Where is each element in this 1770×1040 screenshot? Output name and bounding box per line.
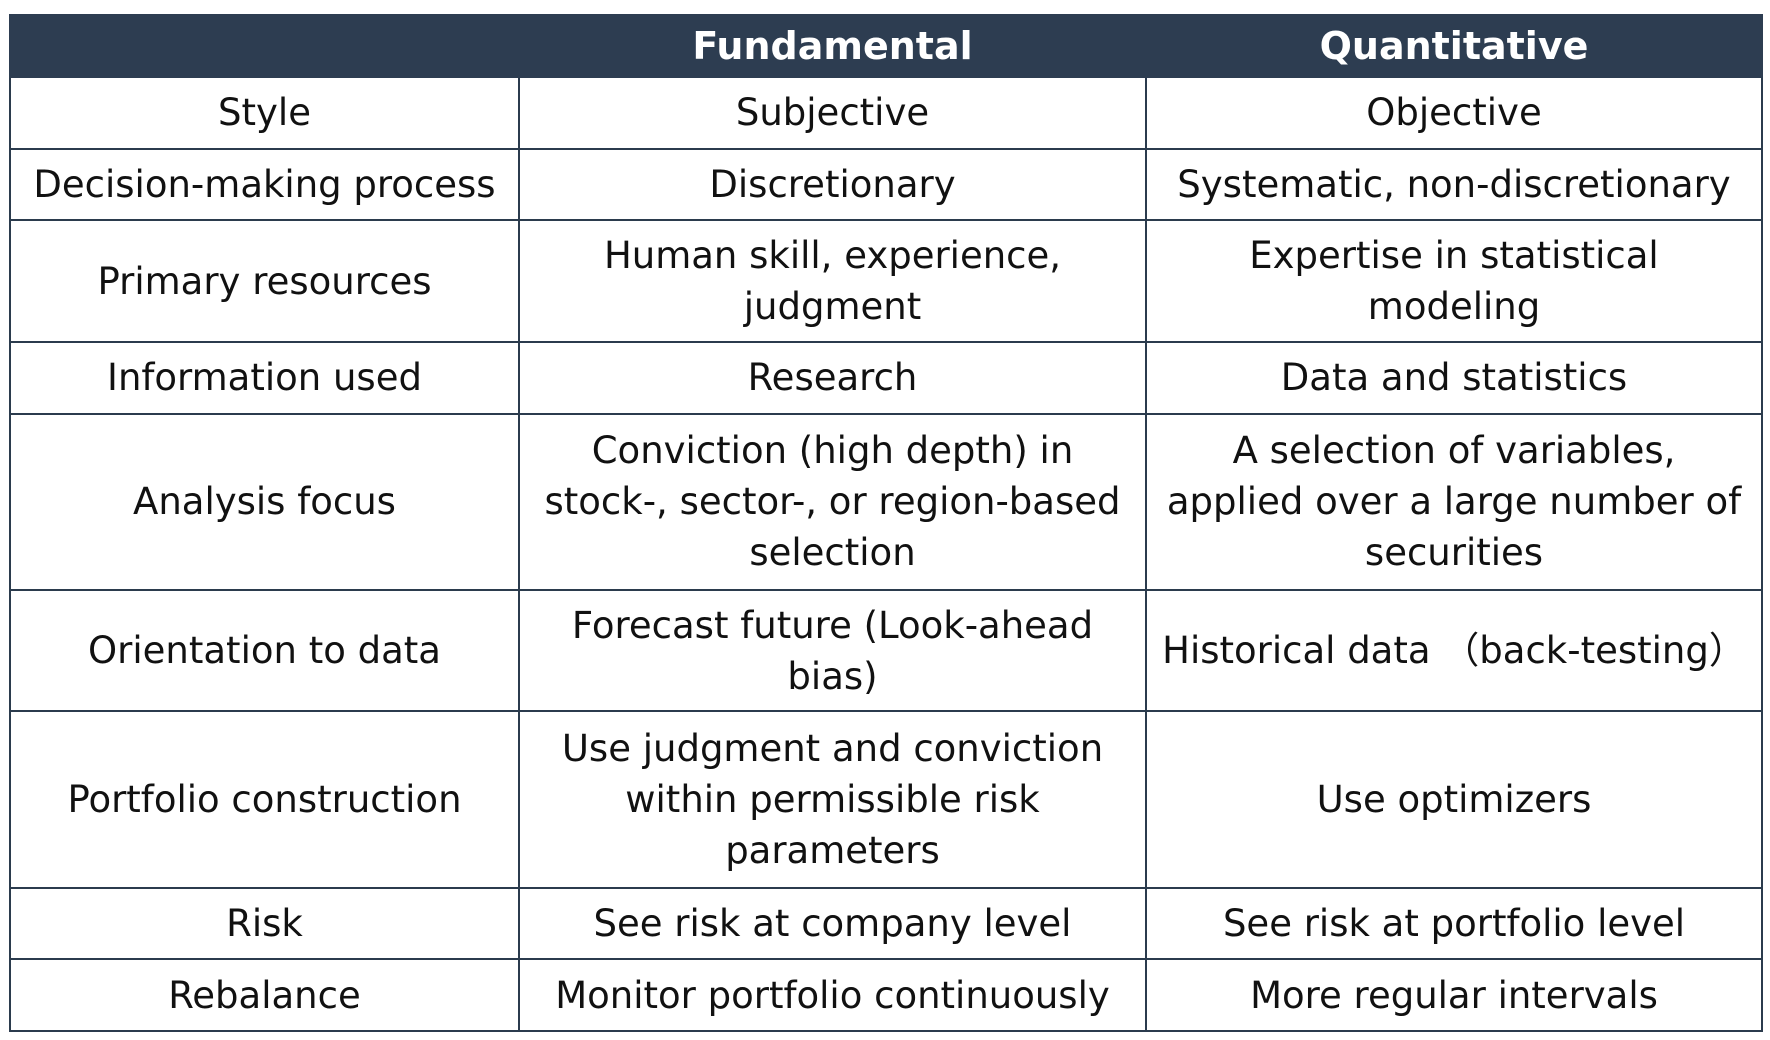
row-label: Portfolio construction [9,710,520,889]
fundamental-cell: Monitor portfolio continuously [518,958,1147,1032]
table-row: Information used Research Data and stati… [9,340,1763,415]
quantitative-cell: Use optimizers [1145,710,1763,889]
table-row: Decision-making process Discretionary Sy… [9,147,1763,222]
fundamental-cell: Forecast future (Look-ahead bias) [518,588,1147,713]
header-quantitative: Quantitative [1145,14,1763,78]
row-label: Orientation to data [9,588,520,713]
row-label: Rebalance [9,958,520,1032]
quantitative-cell: See risk at portfolio level [1145,886,1763,961]
quantitative-cell: A selection of variables, applied over a… [1145,412,1763,591]
row-label: Primary resources [9,219,520,343]
quantitative-cell: Historical data （back-testing） [1145,588,1763,713]
fundamental-cell: Research [518,340,1147,415]
header-row: Fundamental Quantitative [9,14,1763,78]
header-label-cell [9,14,520,78]
table-row: Analysis focus Conviction (high depth) i… [9,412,1763,591]
comparison-table: Fundamental Quantitative Style Subjectiv… [9,14,1763,1032]
quantitative-cell: Systematic, non-discretionary [1145,147,1763,222]
fundamental-cell: Human skill, experience, judgment [518,219,1147,343]
quantitative-cell: Data and statistics [1145,340,1763,415]
table-row: Orientation to data Forecast future (Loo… [9,588,1763,713]
quantitative-cell: Expertise in statistical modeling [1145,219,1763,343]
table-row: Rebalance Monitor portfolio continuously… [9,958,1763,1032]
row-label: Decision-making process [9,147,520,222]
fundamental-cell: Subjective [518,76,1147,150]
row-label: Risk [9,886,520,961]
table-row: Risk See risk at company level See risk … [9,886,1763,961]
table-header: Fundamental Quantitative [9,14,1763,78]
fundamental-cell: See risk at company level [518,886,1147,961]
row-label: Analysis focus [9,412,520,591]
quantitative-cell: More regular intervals [1145,958,1763,1032]
header-fundamental: Fundamental [518,14,1147,78]
fundamental-cell: Conviction (high depth) in stock-, secto… [518,412,1147,591]
table-body: Style Subjective Objective Decision-maki… [9,76,1763,1032]
table-row: Portfolio construction Use judgment and … [9,710,1763,889]
fundamental-cell: Discretionary [518,147,1147,222]
quantitative-cell: Objective [1145,76,1763,150]
row-label: Style [9,76,520,150]
row-label: Information used [9,340,520,415]
table-row: Primary resources Human skill, experienc… [9,219,1763,343]
fundamental-cell: Use judgment and conviction within permi… [518,710,1147,889]
table-row: Style Subjective Objective [9,76,1763,150]
